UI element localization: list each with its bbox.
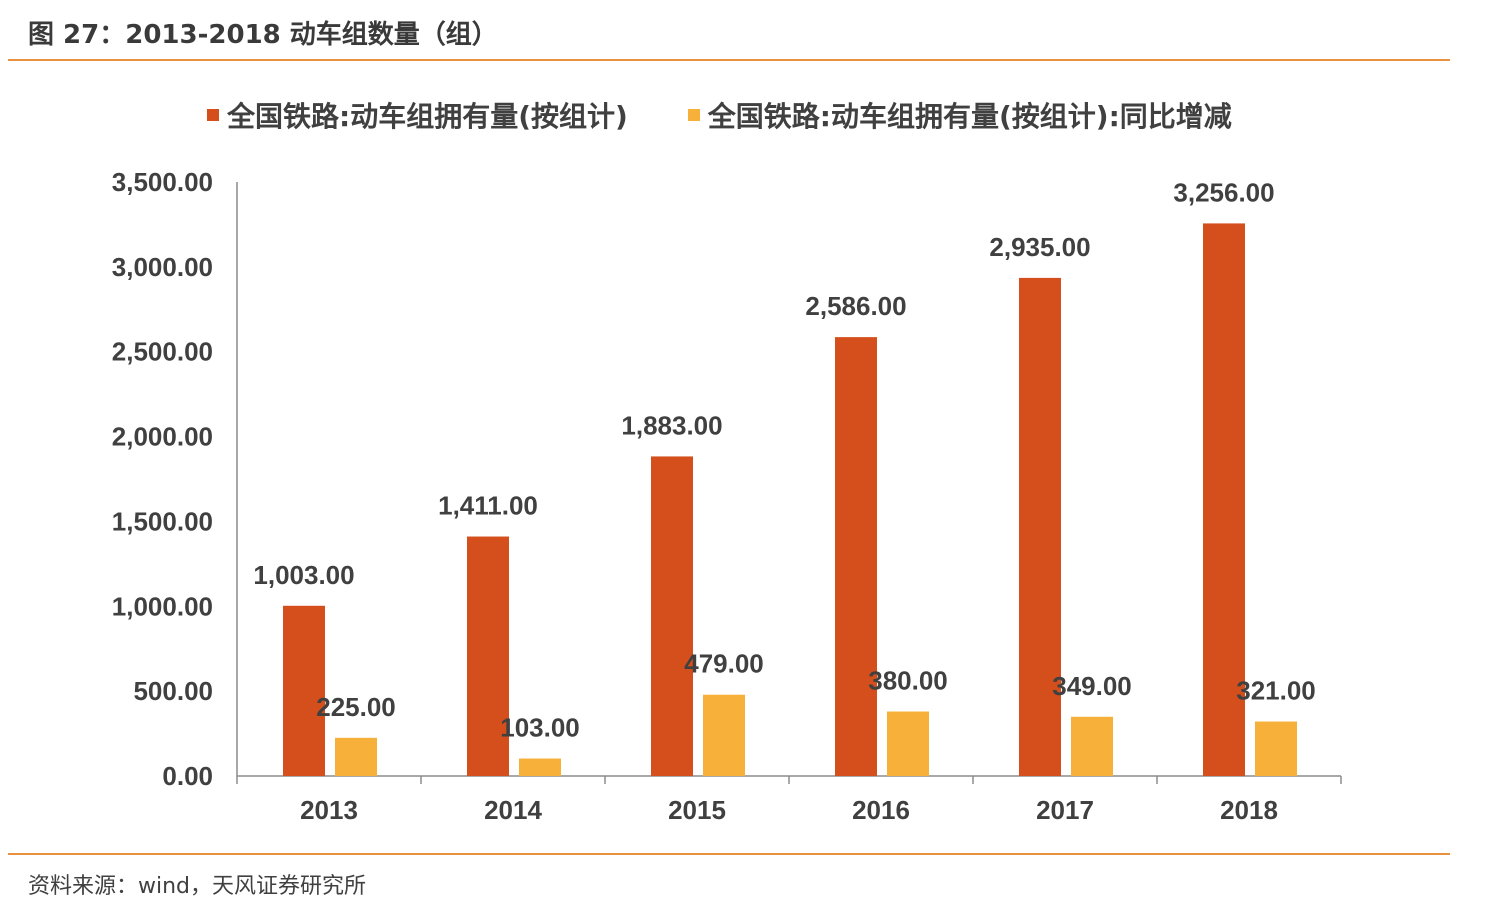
legend-swatch-series-2 (687, 109, 700, 121)
x-tick-label: 2014 (484, 795, 542, 825)
legend-item-series-2: 全国铁路:动车组拥有量(按组计):同比增减 (687, 95, 1232, 135)
bar-series-2 (519, 758, 561, 776)
x-tick-label: 2017 (1036, 795, 1094, 825)
y-tick-label: 1,500.00 (112, 506, 213, 536)
chart-legend: 全国铁路:动车组拥有量(按组计) 全国铁路:动车组拥有量(按组计):同比增减 (207, 95, 1292, 135)
y-tick-label: 1,000.00 (112, 591, 213, 621)
x-tick-label: 2013 (300, 795, 358, 825)
bar-series-2 (887, 711, 929, 776)
y-tick-label: 3,000.00 (112, 252, 213, 282)
data-label-series-1: 3,256.00 (1173, 177, 1274, 207)
data-label-series-2: 103.00 (500, 713, 580, 743)
data-label-series-1: 2,935.00 (989, 232, 1090, 262)
x-tick-label: 2018 (1220, 795, 1278, 825)
source-note: 资料来源：wind，天风证券研究所 (28, 874, 367, 899)
y-tick-label: 500.00 (133, 676, 213, 706)
y-tick-label: 2,000.00 (112, 422, 213, 452)
top-divider (8, 59, 1450, 61)
bar-series-1 (283, 605, 325, 776)
x-tick-label: 2016 (852, 795, 910, 825)
figure-title: 图 27：2013-2018 动车组数量（组） (28, 20, 498, 50)
bar-series-2 (1071, 716, 1113, 776)
bar-series-1 (1203, 223, 1245, 776)
data-label-series-2: 479.00 (684, 649, 764, 679)
data-label-series-2: 380.00 (868, 666, 948, 696)
bar-series-1 (835, 337, 877, 776)
data-label-series-1: 1,411.00 (438, 491, 538, 521)
bar-series-1 (467, 536, 509, 776)
data-label-series-2: 225.00 (316, 692, 396, 722)
bar-series-2 (703, 694, 745, 776)
y-tick-label: 2,500.00 (112, 337, 213, 367)
legend-item-series-1: 全国铁路:动车组拥有量(按组计) (207, 95, 628, 135)
legend-swatch-series-1 (207, 109, 219, 121)
data-label-series-2: 321.00 (1236, 676, 1316, 706)
y-tick-label: 0.00 (162, 761, 213, 791)
data-label-series-2: 349.00 (1052, 671, 1132, 701)
data-label-series-1: 2,586.00 (805, 291, 906, 321)
legend-label-series-1: 全国铁路:动车组拥有量(按组计) (227, 100, 628, 133)
x-tick-label: 2015 (668, 795, 726, 825)
y-tick-label: 3,500.00 (112, 167, 213, 197)
data-label-series-1: 1,003.00 (253, 560, 354, 590)
bar-series-1 (1019, 277, 1061, 776)
data-label-series-1: 1,883.00 (621, 410, 722, 440)
bar-series-2 (1255, 721, 1297, 776)
bar-series-1 (651, 456, 693, 776)
bar-series-2 (335, 737, 377, 776)
legend-label-series-2: 全国铁路:动车组拥有量(按组计):同比增减 (707, 100, 1232, 133)
bottom-divider (8, 853, 1450, 855)
